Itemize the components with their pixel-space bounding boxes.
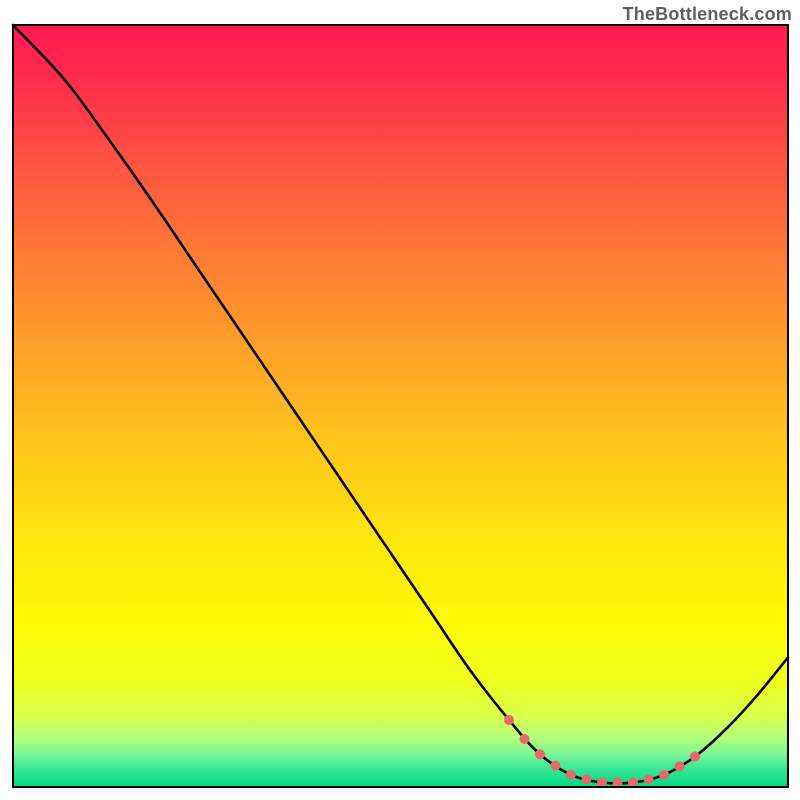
curve-marker [551, 761, 561, 771]
curve-marker [566, 770, 576, 780]
curve-marker [597, 777, 607, 787]
curve-marker [644, 774, 654, 784]
curve-marker [504, 715, 514, 725]
curve-marker [535, 749, 545, 759]
curve-marker [520, 734, 530, 744]
curve-marker [690, 752, 700, 762]
curve-marker [675, 761, 685, 771]
chart-container: TheBottleneck.com [0, 0, 800, 800]
curve-marker [628, 777, 638, 787]
curve-marker [582, 774, 592, 784]
curve-marker [613, 777, 623, 787]
bottleneck-chart [0, 0, 800, 800]
attribution-label: TheBottleneck.com [623, 4, 792, 25]
curve-marker [659, 770, 669, 780]
